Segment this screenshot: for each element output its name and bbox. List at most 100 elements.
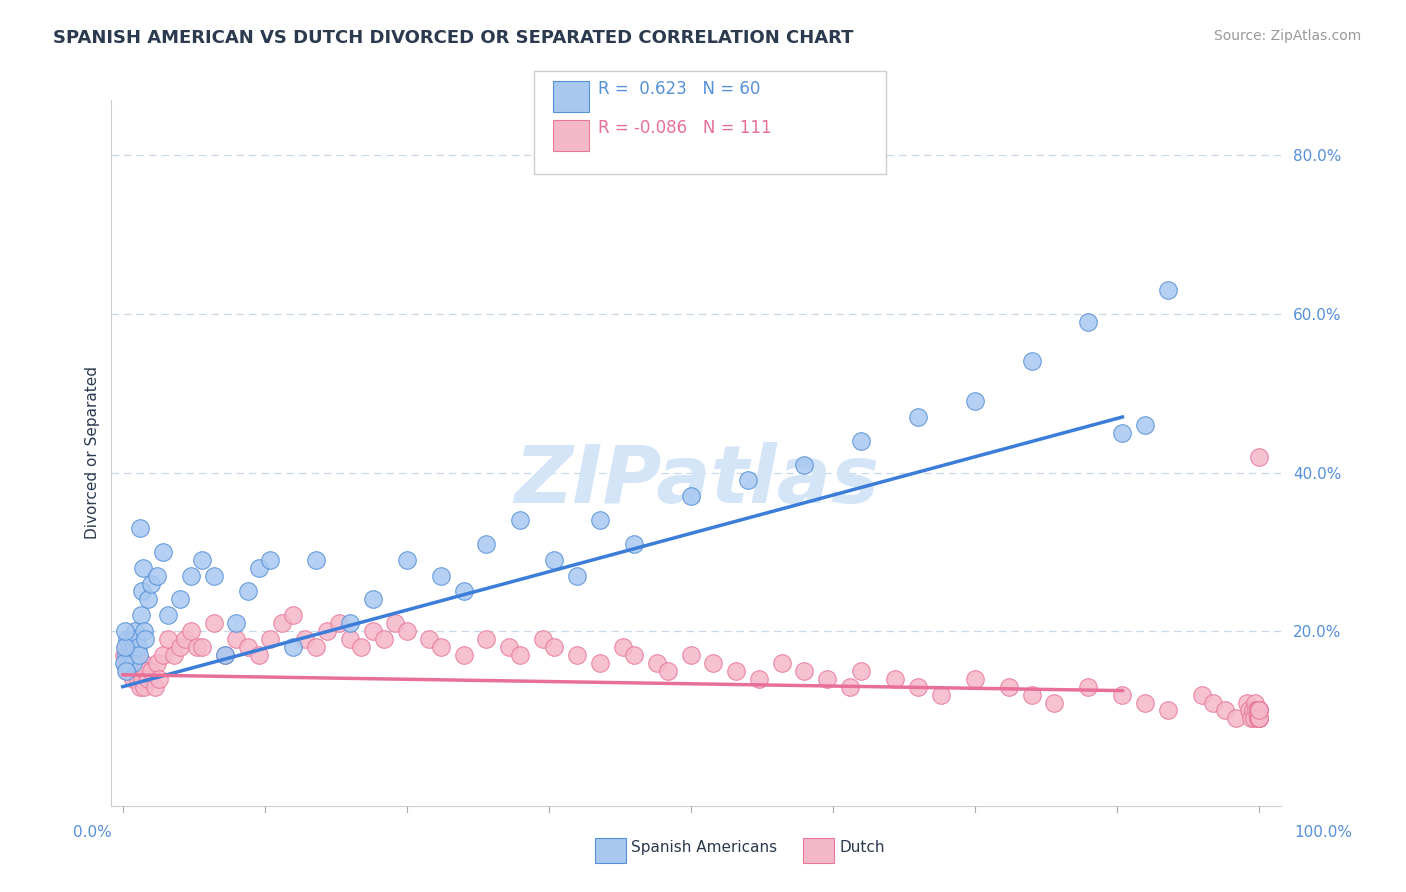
Point	[475, 632, 498, 646]
Point	[1247, 703, 1270, 717]
Text: R =  0.623   N = 60: R = 0.623 N = 60	[598, 79, 759, 97]
Point	[623, 537, 645, 551]
Point	[395, 553, 418, 567]
Text: 0.0%: 0.0%	[73, 825, 112, 840]
Point	[136, 592, 159, 607]
Point	[112, 648, 135, 662]
Point	[121, 648, 143, 662]
Point	[509, 513, 531, 527]
Point	[120, 664, 142, 678]
Point	[1247, 703, 1270, 717]
Point	[152, 648, 174, 662]
Point	[1247, 711, 1270, 725]
Point	[134, 680, 156, 694]
Point	[202, 568, 225, 582]
Text: SPANISH AMERICAN VS DUTCH DIVORCED OR SEPARATED CORRELATION CHART: SPANISH AMERICAN VS DUTCH DIVORCED OR SE…	[53, 29, 853, 46]
Point	[907, 409, 929, 424]
Point	[157, 632, 180, 646]
Point	[737, 474, 759, 488]
Point	[1225, 711, 1247, 725]
Point	[1157, 703, 1180, 717]
Point	[339, 632, 361, 646]
Point	[815, 672, 838, 686]
Point	[136, 672, 159, 686]
Point	[395, 624, 418, 639]
Point	[350, 640, 373, 654]
Point	[129, 608, 152, 623]
Point	[117, 664, 139, 678]
Point	[1077, 680, 1099, 694]
Text: Dutch: Dutch	[839, 840, 884, 855]
Point	[114, 640, 136, 654]
Point	[186, 640, 208, 654]
Point	[122, 656, 145, 670]
Point	[191, 553, 214, 567]
Point	[122, 672, 145, 686]
Point	[259, 553, 281, 567]
Point	[543, 640, 565, 654]
Text: R = -0.086   N = 111: R = -0.086 N = 111	[598, 119, 770, 136]
Point	[236, 584, 259, 599]
Point	[115, 648, 138, 662]
Point	[134, 632, 156, 646]
Point	[1237, 703, 1260, 717]
Point	[1247, 703, 1270, 717]
Point	[963, 672, 986, 686]
Point	[128, 648, 150, 662]
Point	[430, 568, 453, 582]
Point	[1246, 711, 1268, 725]
Point	[793, 458, 815, 472]
Point	[1133, 417, 1156, 432]
Point	[180, 568, 202, 582]
Point	[679, 648, 702, 662]
Point	[118, 656, 141, 670]
Text: 100.0%: 100.0%	[1295, 825, 1353, 840]
Point	[1077, 315, 1099, 329]
Point	[157, 608, 180, 623]
Point	[475, 537, 498, 551]
Point	[305, 553, 328, 567]
Point	[125, 664, 148, 678]
Point	[623, 648, 645, 662]
Point	[127, 672, 149, 686]
Point	[998, 680, 1021, 694]
Point	[849, 434, 872, 448]
Point	[112, 656, 135, 670]
Point	[270, 616, 292, 631]
Point	[531, 632, 554, 646]
Point	[141, 576, 163, 591]
Point	[963, 394, 986, 409]
Point	[453, 648, 475, 662]
Point	[214, 648, 236, 662]
Text: ZIPatlas: ZIPatlas	[515, 442, 879, 520]
Point	[328, 616, 350, 631]
Point	[316, 624, 339, 639]
Point	[120, 648, 142, 662]
Point	[1247, 703, 1270, 717]
Point	[373, 632, 395, 646]
Point	[589, 656, 612, 670]
Point	[430, 640, 453, 654]
Point	[117, 648, 139, 662]
Point	[849, 664, 872, 678]
Point	[114, 624, 136, 639]
Point	[247, 560, 270, 574]
Point	[143, 680, 166, 694]
Point	[202, 616, 225, 631]
Point	[418, 632, 440, 646]
Point	[1111, 688, 1133, 702]
Point	[247, 648, 270, 662]
Point	[174, 632, 197, 646]
Point	[131, 584, 153, 599]
Point	[567, 648, 589, 662]
Point	[679, 489, 702, 503]
Point	[294, 632, 316, 646]
Point	[128, 521, 150, 535]
Point	[305, 640, 328, 654]
Point	[146, 568, 169, 582]
Point	[225, 616, 247, 631]
Point	[702, 656, 724, 670]
Point	[725, 664, 748, 678]
Point	[225, 632, 247, 646]
Point	[114, 656, 136, 670]
